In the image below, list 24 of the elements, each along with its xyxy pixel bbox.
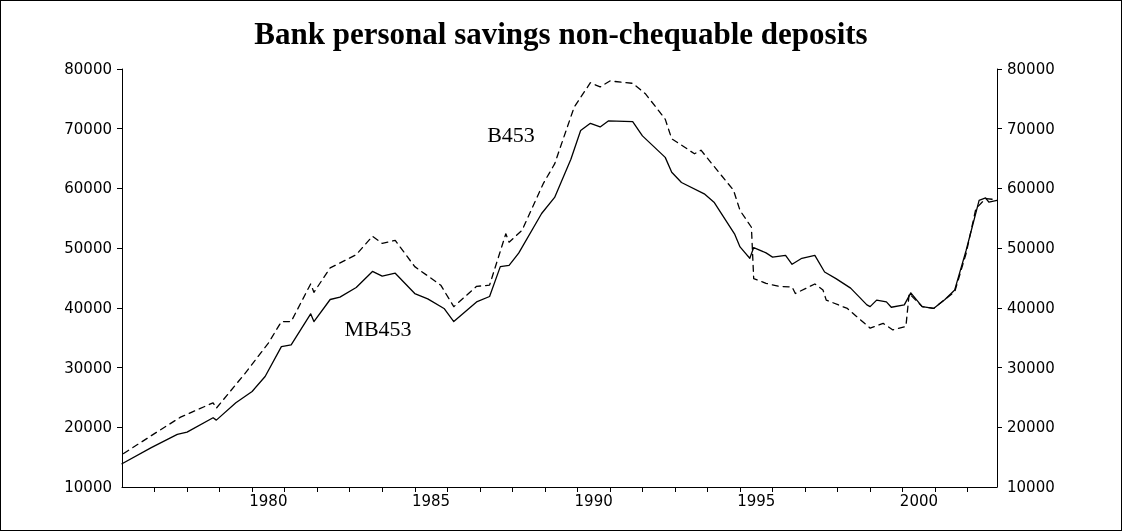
y-tick-label: 30000 bbox=[64, 358, 112, 377]
y-tick-label: 20000 bbox=[64, 418, 112, 437]
y2-tick-label: 80000 bbox=[1007, 60, 1055, 78]
y2-tick-label: 30000 bbox=[1007, 358, 1055, 377]
y-tick-label: 60000 bbox=[64, 179, 112, 198]
x-tick-label: 1985 bbox=[411, 491, 451, 510]
annotation: B453 bbox=[487, 121, 535, 147]
y2-tick-label: 60000 bbox=[1007, 179, 1055, 198]
y2-tick-label: 10000 bbox=[1007, 478, 1055, 496]
y-tick-label: 10000 bbox=[64, 478, 112, 496]
y-tick-label: 40000 bbox=[64, 298, 112, 317]
y2-tick-label: 50000 bbox=[1007, 239, 1055, 258]
y2-tick-label: 40000 bbox=[1007, 298, 1055, 317]
y-tick-label: 80000 bbox=[64, 60, 112, 78]
x-tick-label: 1995 bbox=[737, 491, 776, 510]
y2-tick-label: 70000 bbox=[1007, 119, 1055, 138]
y-tick-label: 70000 bbox=[64, 119, 112, 138]
x-tick-label: 1980 bbox=[249, 491, 288, 510]
y2-tick-label: 20000 bbox=[1007, 418, 1055, 437]
annotation: MB453 bbox=[344, 315, 412, 341]
y-tick-label: 50000 bbox=[64, 239, 112, 258]
x-tick-label: 2000 bbox=[899, 491, 939, 510]
chart-title: Bank personal savings non-chequable deposits bbox=[254, 16, 868, 51]
x-tick-label: 1990 bbox=[574, 491, 613, 510]
